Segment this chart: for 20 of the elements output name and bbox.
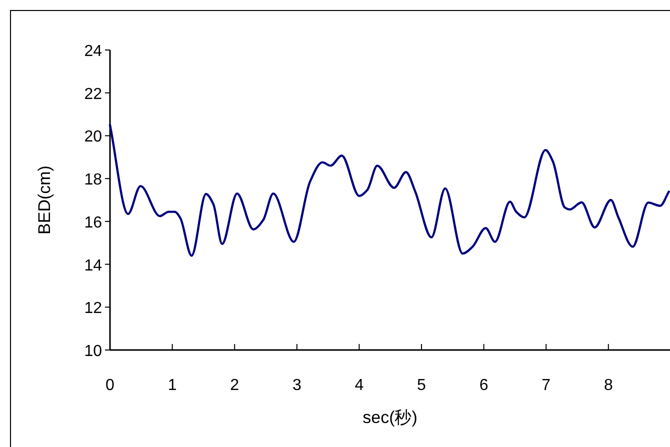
y-tick-label: 12	[84, 300, 102, 318]
x-tick-label: 1	[168, 377, 177, 394]
y-tick-label: 10	[84, 343, 102, 360]
y-tick-label: 18	[84, 172, 102, 189]
y-tick-label: 24	[84, 43, 102, 60]
x-tick-label: 4	[354, 377, 364, 394]
x-tick-label: 2	[230, 377, 240, 394]
x-tick-label: 7	[542, 377, 551, 394]
x-tick-label: 6	[479, 377, 488, 394]
x-tick-label: 8	[604, 377, 613, 394]
x-tick-label: 0	[106, 377, 115, 394]
y-axis-title: BED(cm)	[35, 166, 54, 234]
y-tick-label: 14	[84, 257, 102, 274]
y-tick-label: 20	[84, 128, 102, 146]
x-axis-title: sec(秒)	[362, 408, 418, 427]
y-tick-label: 22	[84, 86, 102, 103]
line-series	[108, 124, 670, 257]
y-tick-label: 16	[84, 214, 102, 232]
x-tick-label: 5	[417, 377, 426, 394]
x-tick-label: 3	[292, 377, 302, 394]
